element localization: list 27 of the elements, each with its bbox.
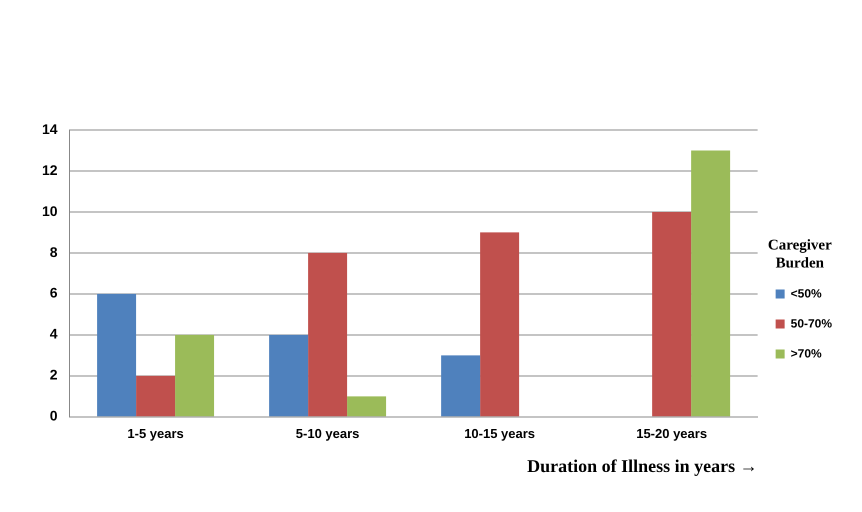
y-tick-label: 0 [50,408,58,424]
y-tick-label: 10 [42,202,58,219]
y-tick-label: 4 [50,326,58,342]
x-tick-label: 1-5 years [127,426,184,442]
y-tick-label: 14 [42,120,58,137]
bar [269,334,308,416]
legend-label: <50% [790,286,822,300]
x-tick-label: 15-20 years [636,426,708,442]
bar [97,294,136,416]
bar [652,212,692,416]
legend-label: 50-70% [790,316,832,330]
bar [175,334,214,416]
bar [347,396,386,416]
legend-label: >70% [790,346,822,360]
x-tick-label: 5-10 years [296,426,360,442]
y-tick-label: 6 [50,284,58,301]
bar [441,355,480,416]
bar [308,252,348,416]
y-tick-label: 2 [50,366,58,383]
x-tick-label: 10-15 years [464,426,536,442]
x-axis-title: Duration of Illness in years → [527,456,758,476]
legend-title: Caregiver Burden [768,237,832,272]
y-tick-label: 8 [50,244,58,260]
bar [691,150,730,416]
bar [136,376,176,416]
bar [480,232,520,416]
y-tick-label: 12 [42,162,58,178]
